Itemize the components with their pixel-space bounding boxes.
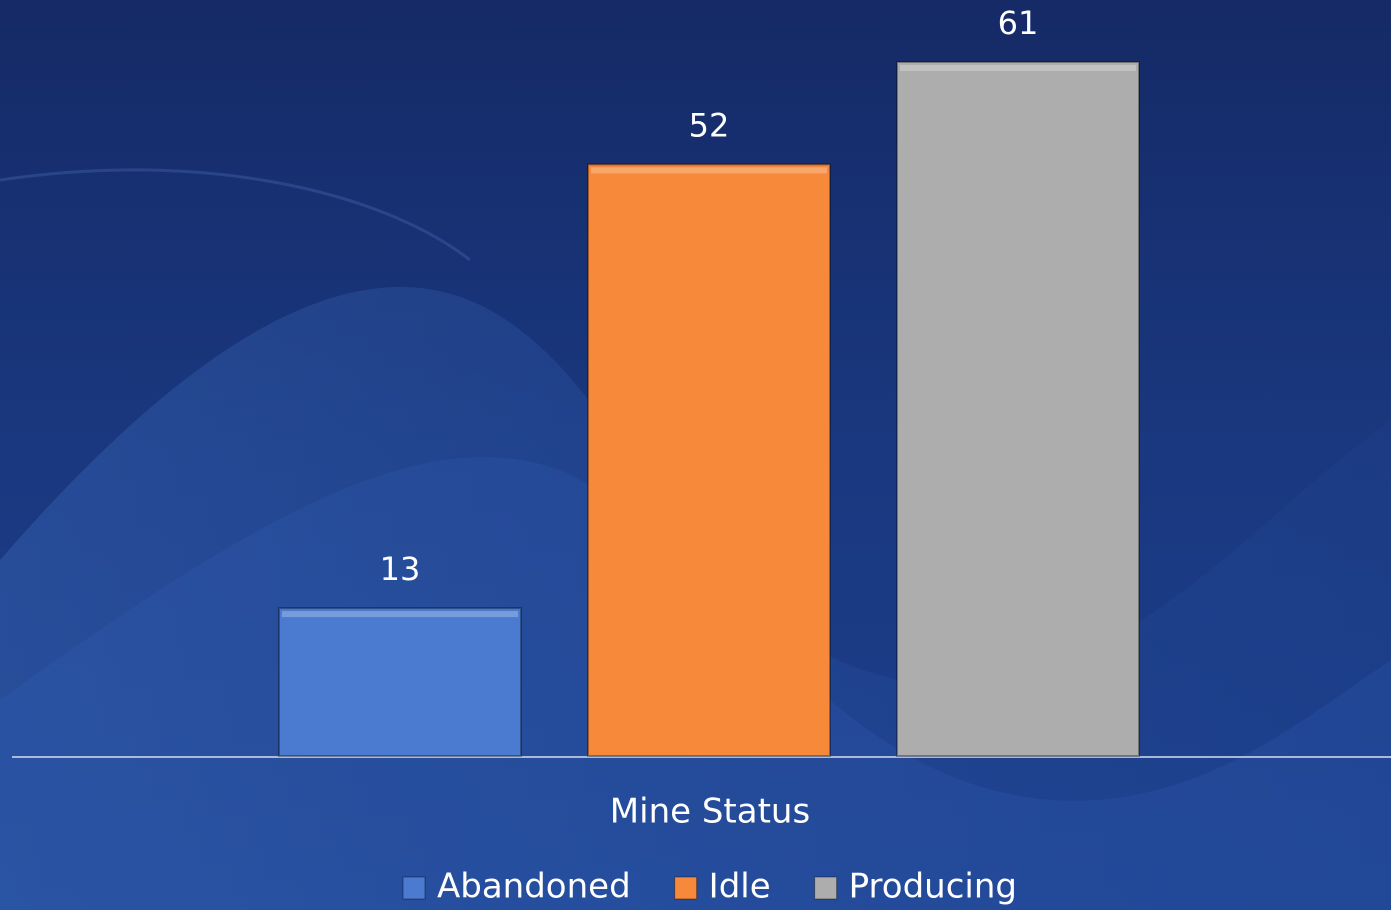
data-label: 52 <box>689 106 730 144</box>
bar-bevel <box>900 65 1136 71</box>
legend-label: Idle <box>709 867 771 907</box>
x-tick-label: Mine Status <box>610 792 810 832</box>
legend-label: Producing <box>849 867 1017 907</box>
bar <box>896 61 1140 757</box>
data-label: 61 <box>998 4 1039 42</box>
legend-swatch <box>402 876 426 900</box>
legend-label: Abandoned <box>437 867 631 907</box>
legend-swatch <box>674 876 698 900</box>
bar-bevel <box>282 611 518 618</box>
bar-bevel <box>591 167 827 174</box>
bar <box>587 163 831 758</box>
bar <box>278 607 522 758</box>
legend: Abandoned Idle Producing <box>402 867 1017 907</box>
background-wave <box>0 168 471 262</box>
data-label: 13 <box>380 550 421 588</box>
legend-swatch <box>814 876 838 900</box>
